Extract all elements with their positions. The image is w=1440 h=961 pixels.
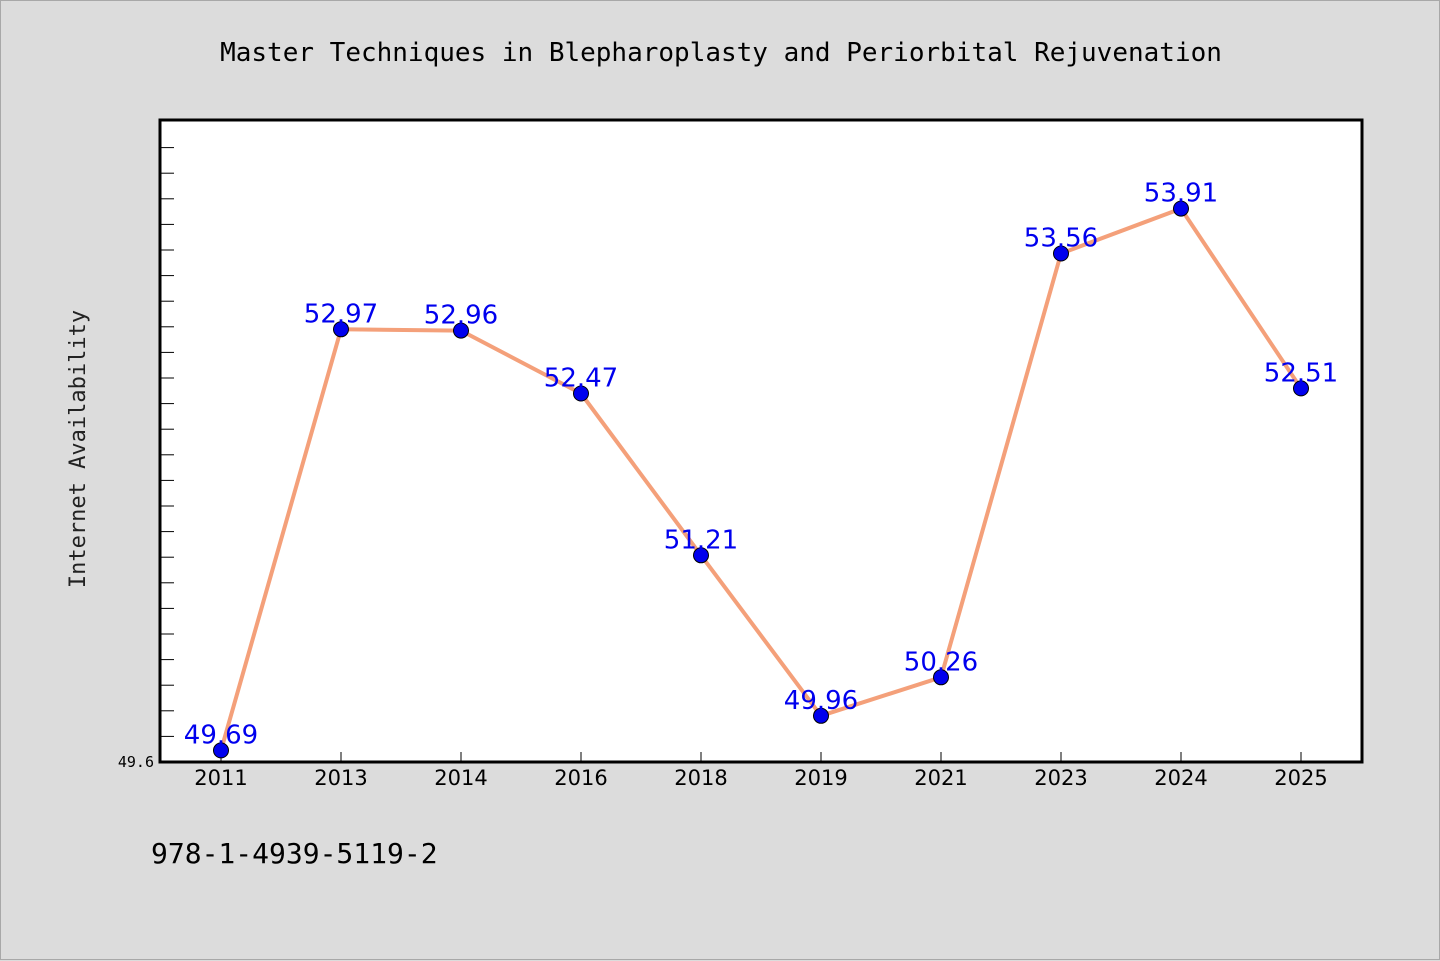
x-axis-tick-labels: 2011 2013 2014 2016 2018 2019 2021 2023 2024 2025 bbox=[194, 766, 1327, 790]
data-label: 51.21 bbox=[664, 525, 738, 555]
x-tick-label: 2016 bbox=[554, 766, 607, 790]
data-point bbox=[1053, 245, 1069, 262]
y-axis-label: Internet Availability bbox=[66, 310, 91, 588]
x-tick-label: 2014 bbox=[434, 766, 487, 790]
data-label: 52.96 bbox=[424, 301, 498, 331]
data-point bbox=[213, 742, 229, 759]
y-axis-ticks bbox=[160, 147, 174, 737]
data-labels: 49.69 52.97 52.96 52.47 51.21 49.96 50.26 53.56… bbox=[184, 179, 1338, 751]
plot-area bbox=[158, 118, 1364, 764]
x-tick-label: 2019 bbox=[794, 766, 847, 790]
data-point bbox=[813, 707, 829, 724]
data-point bbox=[333, 321, 349, 338]
x-tick-label: 2018 bbox=[674, 766, 727, 790]
y-axis-tick-labels: 49.6 bbox=[118, 753, 154, 771]
data-label: 52.97 bbox=[304, 299, 378, 329]
x-tick-label: 2011 bbox=[194, 766, 247, 790]
x-tick-label: 2025 bbox=[1274, 766, 1327, 790]
data-point bbox=[573, 385, 589, 402]
data-label: 52.51 bbox=[1264, 358, 1338, 388]
data-point bbox=[693, 547, 709, 564]
x-tick-label: 2023 bbox=[1034, 766, 1087, 790]
data-point bbox=[1293, 380, 1309, 397]
data-label: 52.47 bbox=[544, 364, 618, 394]
data-label: 53.91 bbox=[1144, 179, 1218, 209]
data-point bbox=[1173, 200, 1189, 217]
data-point bbox=[933, 669, 949, 686]
data-label: 49.96 bbox=[784, 686, 858, 716]
series-lines bbox=[219, 206, 1303, 751]
x-tick-label: 2013 bbox=[314, 766, 367, 790]
data-label: 53.56 bbox=[1024, 224, 1098, 254]
x-tick-label: 2024 bbox=[1154, 766, 1207, 790]
series-line bbox=[219, 206, 1303, 751]
y-tick-label: 49.6 bbox=[118, 753, 154, 771]
chart-title: Master Techniques in Blepharoplasty and … bbox=[220, 38, 1222, 68]
data-label: 50.26 bbox=[904, 647, 978, 677]
data-point bbox=[453, 322, 469, 339]
series-markers bbox=[213, 200, 1309, 759]
x-tick-label: 2021 bbox=[914, 766, 967, 790]
data-label: 49.69 bbox=[184, 720, 258, 750]
isbn-label: 978-1-4939-5119-2 bbox=[151, 837, 438, 870]
